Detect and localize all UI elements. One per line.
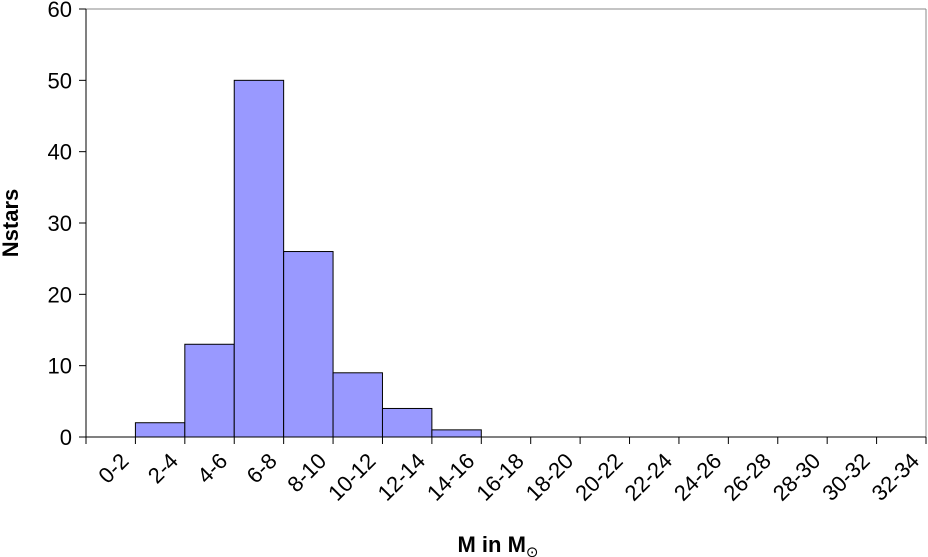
bar-6-8: [233, 79, 285, 438]
x-tick-label-26-28: 26-28: [718, 448, 775, 505]
x-tick-label-14-16: 14-16: [422, 448, 479, 505]
y-tick-labels: 0 10 20 30 40 50 60: [48, 0, 72, 450]
bar-8-10: [283, 251, 334, 438]
bar-10-12: [332, 372, 383, 438]
x-tick-label-22-24: 22-24: [620, 448, 677, 505]
y-tick-label-20: 20: [48, 282, 72, 307]
y-tick-label-0: 0: [60, 425, 72, 450]
x-tick-label-18-20: 18-20: [521, 448, 578, 505]
x-tick-label-24-26: 24-26: [669, 448, 726, 505]
x-tick-label-10-12: 10-12: [323, 448, 380, 505]
x-tick-label-30-32: 30-32: [817, 448, 874, 505]
x-tick-label-2-4: 2-4: [143, 448, 183, 488]
x-tick-label-20-22: 20-22: [570, 448, 627, 505]
y-tick-label-60: 60: [48, 0, 72, 22]
x-tick-label-0-2: 0-2: [93, 448, 133, 488]
y-axis-title: Nstars: [0, 189, 23, 257]
y-tick-label-30: 30: [48, 211, 72, 236]
bar-2-4: [134, 422, 186, 438]
y-tick-label-40: 40: [48, 140, 72, 165]
bars-group: [134, 79, 482, 438]
x-tick-label-4-6: 4-6: [192, 448, 232, 488]
x-tick-label-28-30: 28-30: [768, 448, 825, 505]
solar-symbol: ⊙: [526, 544, 539, 557]
x-axis-title-text: M in M: [457, 532, 525, 557]
x-tick-label-6-8: 6-8: [242, 448, 282, 488]
x-tick-label-16-18: 16-18: [471, 448, 528, 505]
y-tick-label-10: 10: [48, 354, 72, 379]
bar-14-16: [431, 429, 482, 438]
x-tick-labels: 0-2 2-4 4-6 6-8 8-1010-1212-1414-1616-1818-2…: [93, 448, 924, 505]
bar-12-14: [381, 407, 433, 438]
x-tick-label-12-14: 12-14: [373, 448, 430, 505]
y-tick-label-50: 50: [48, 68, 72, 93]
axes-group: [79, 8, 927, 444]
bar-4-6: [184, 343, 235, 438]
x-tick-label-32-34: 32-34: [867, 448, 924, 505]
x-axis-title: M in M⊙: [457, 532, 538, 557]
